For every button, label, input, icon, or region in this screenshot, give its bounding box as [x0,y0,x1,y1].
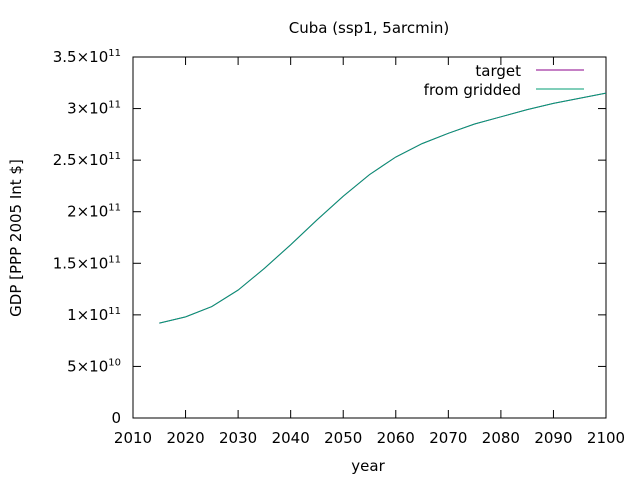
y-tick-exponent: 11 [108,100,121,111]
x-tick-label: 2100 [587,429,625,447]
y-tick-label: 1×1011 [67,306,121,324]
x-tick-label: 2060 [377,429,415,447]
x-tick-label: 2050 [324,429,362,447]
y-tick-label: 3×1011 [67,100,121,118]
y-tick-label: 2×1011 [67,203,121,221]
x-tick-label: 2040 [272,429,310,447]
y-tick-label: 1.5×1011 [53,254,121,272]
y-tick-exponent: 11 [108,48,121,59]
x-tick-label: 2080 [482,429,520,447]
y-tick-label: 0 [111,409,121,427]
legend-label: target [475,62,521,80]
y-tick-exponent: 11 [108,306,121,317]
y-tick-exponent: 11 [108,203,121,214]
x-tick-label: 2090 [534,429,572,447]
y-axis-label: GDP [PPP 2005 Int $] [7,159,25,317]
y-tick-exponent: 10 [108,357,121,368]
chart-title: Cuba (ssp1, 5arcmin) [289,19,450,37]
legend-label: from gridded [424,81,521,99]
x-axis: 2010 2020 2030 2040 2050 2060 2070 2080 2090 2100 [114,57,625,447]
series-line [159,92,607,324]
series-line [159,92,607,324]
x-tick-label: 2030 [219,429,257,447]
y-tick-label: 5×1010 [67,357,121,375]
y-tick-exponent: 11 [108,151,121,162]
series-lines [159,92,607,324]
y-axis: 0 5×1010 1×1011 1.5×1011 2×1011 2.5×1011 3×101… [53,48,606,427]
x-tick-label: 2020 [166,429,204,447]
y-tick-exponent: 11 [108,254,121,265]
y-tick-label: 2.5×1011 [53,151,121,169]
x-tick-label: 2010 [114,429,152,447]
y-tick-label: 3.5×1011 [53,48,121,66]
plot-frame [132,56,607,419]
x-tick-label: 2070 [429,429,467,447]
x-axis-label: year [351,457,385,475]
